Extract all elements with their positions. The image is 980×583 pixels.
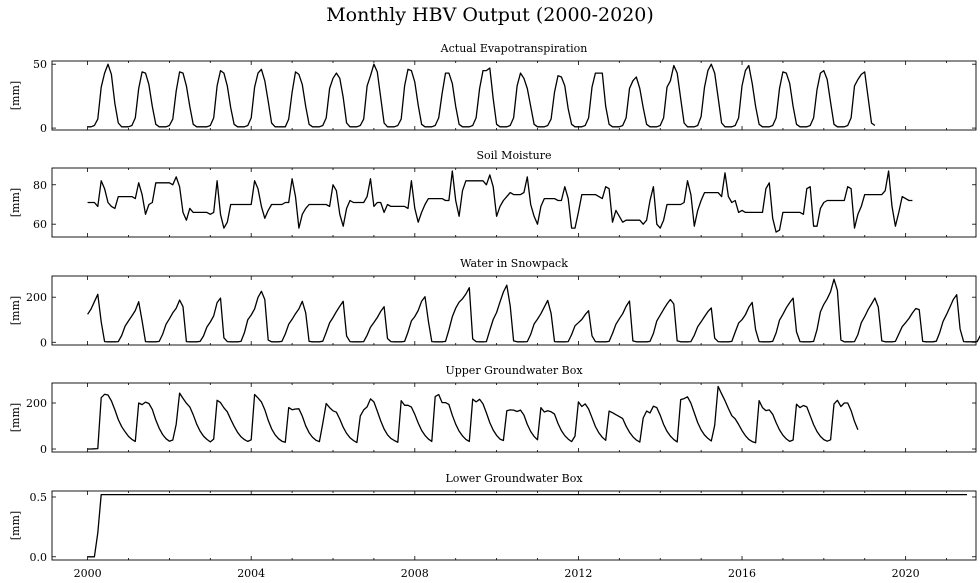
x-tick-label: 2004 bbox=[237, 567, 265, 580]
y-tick-label: 200 bbox=[26, 397, 47, 410]
axes-frame bbox=[51, 275, 977, 346]
axes-frame bbox=[51, 490, 977, 561]
panel-3: Water in Snowpack [mm] 0 200 bbox=[9, 257, 980, 349]
y-tick-label: 50 bbox=[33, 58, 47, 71]
series-line bbox=[87, 493, 967, 558]
y-axis-label: [mm] bbox=[9, 296, 22, 325]
x-tick-label: 2020 bbox=[892, 567, 920, 580]
y-tick-label: 0 bbox=[40, 336, 47, 349]
x-tick-label: 2008 bbox=[401, 567, 429, 580]
y-tick-label: 200 bbox=[26, 291, 47, 304]
panel-title: Upper Groundwater Box bbox=[445, 364, 583, 377]
x-tick-label: 2016 bbox=[728, 567, 756, 580]
panel-title: Actual Evapotranspiration bbox=[440, 42, 588, 55]
y-tick-label: 0.5 bbox=[30, 491, 48, 504]
panel-2: Soil Moisture [mm] 60 80 bbox=[9, 149, 977, 238]
axes-frame bbox=[51, 167, 977, 238]
x-tick-label: 2012 bbox=[564, 567, 592, 580]
panel-4: Upper Groundwater Box [mm] 0 200 bbox=[9, 364, 977, 456]
y-tick-label: 0 bbox=[40, 443, 47, 456]
panel-title: Water in Snowpack bbox=[460, 257, 568, 270]
y-axis-label: [mm] bbox=[9, 188, 22, 217]
panel-5: Lower Groundwater Box [mm] 0.0 0.5 2000 2004 2… bbox=[9, 472, 977, 580]
series-line bbox=[87, 385, 859, 450]
y-tick-label: 80 bbox=[33, 179, 47, 192]
panel-1: Actual Evapotranspiration [mm] 0 50 bbox=[9, 42, 977, 135]
panels: Actual Evapotranspiration [mm] 0 50 Soil Moi… bbox=[9, 42, 980, 580]
y-tick-label: 0.0 bbox=[30, 551, 48, 564]
x-tick-label: 2000 bbox=[74, 567, 102, 580]
figure-title: Monthly HBV Output (2000-2020) bbox=[326, 4, 654, 26]
series-line bbox=[87, 63, 876, 128]
axes-frame bbox=[51, 382, 977, 453]
panel-title: Soil Moisture bbox=[476, 149, 551, 162]
y-axis-label: [mm] bbox=[9, 403, 22, 432]
y-tick-label: 60 bbox=[33, 218, 47, 231]
y-axis-label: [mm] bbox=[9, 511, 22, 540]
axes-frame bbox=[51, 60, 977, 131]
panel-title: Lower Groundwater Box bbox=[445, 472, 583, 485]
series-line bbox=[87, 278, 980, 343]
series-line bbox=[87, 170, 913, 233]
y-tick-label: 0 bbox=[40, 122, 47, 135]
y-axis-label: [mm] bbox=[9, 81, 22, 110]
